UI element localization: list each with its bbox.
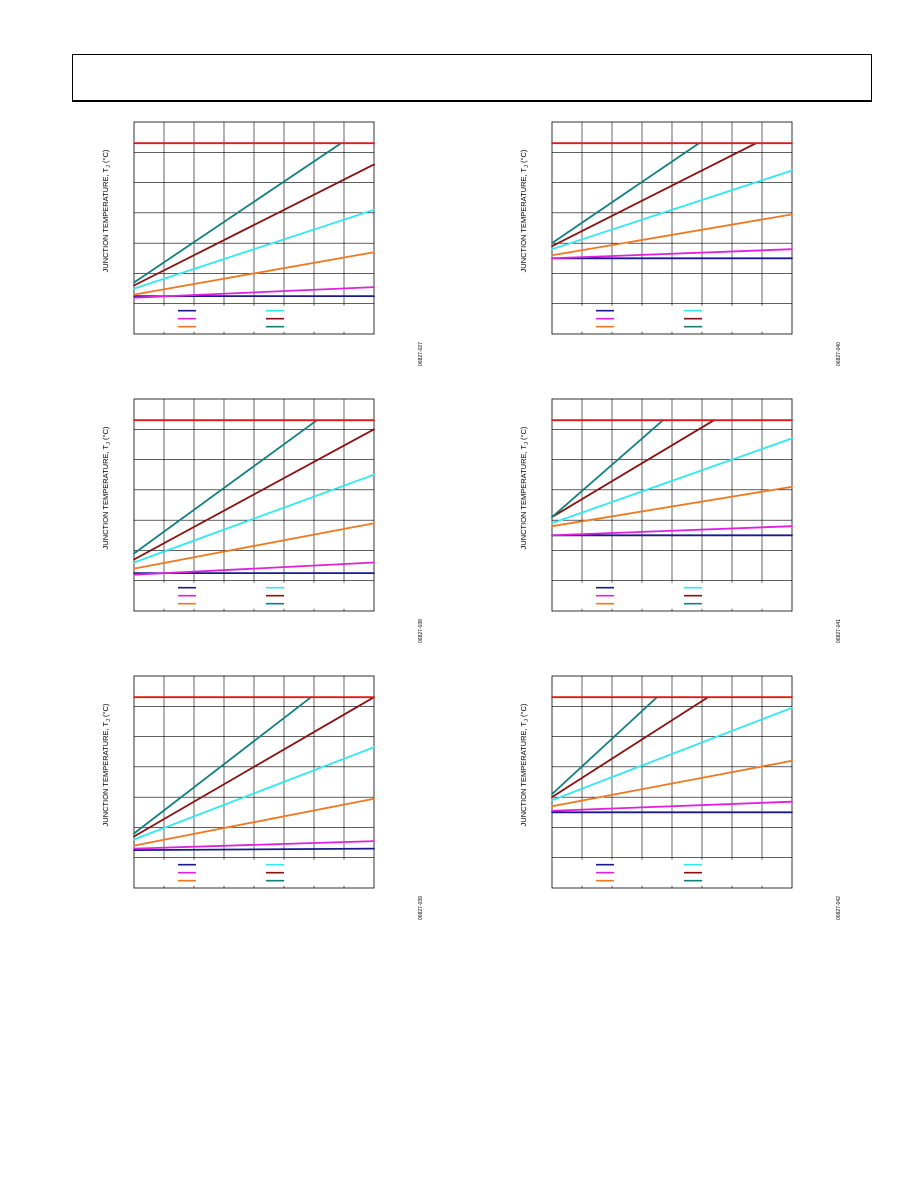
series-line-cyan [133,473,375,564]
series-line-magenta [133,840,375,850]
series-line-navy [133,847,375,851]
y-axis-label: JUNCTION TEMPERATURE, TJ (°C) [101,149,112,272]
series-line-orange [551,213,793,257]
series-line-teal [133,142,342,284]
y-axis-label: JUNCTION TEMPERATURE, TJ (°C) [519,149,530,272]
series-line-orange [551,759,793,808]
figure-id-label: 06827-039 [418,896,424,920]
series-line-teal [133,419,318,555]
series-line-teal [551,142,700,245]
chart-panel-6: JUNCTION TEMPERATURE, TJ (°C) 06827-042 [519,675,842,920]
series-line-maroon [133,163,375,287]
series-line-magenta [551,800,793,812]
series-line-magenta [551,248,793,260]
series-line-maroon [133,696,375,838]
series-line-orange [133,251,375,296]
series-line-teal [551,419,664,518]
figure-id-label: 06827-038 [418,619,424,643]
chart-panel-3: JUNCTION TEMPERATURE, TJ (°C) 06827-038 [101,398,424,643]
page-header-box [72,54,872,102]
series-line-cyan [133,746,375,841]
chart-panel-1: JUNCTION TEMPERATURE, TJ (°C) 06827-027 [101,121,424,366]
series-line-cyan [551,706,793,802]
y-axis-label: JUNCTION TEMPERATURE, TJ (°C) [101,703,112,826]
figure-id-label: 06827-041 [836,619,842,643]
chart-panel-4: JUNCTION TEMPERATURE, TJ (°C) 06827-041 [519,398,842,643]
series-line-magenta [551,525,793,537]
series-line-cyan [551,437,793,525]
chart-panel-5: JUNCTION TEMPERATURE, TJ (°C) 06827-039 [101,675,424,920]
series-line-maroon [551,696,709,798]
series-line-magenta [133,286,375,299]
series-line-magenta [133,561,375,576]
series-line-cyan [551,169,793,251]
series-line-teal [551,696,658,795]
chart-panel-2: JUNCTION TEMPERATURE, TJ (°C) 06827-040 [519,121,842,366]
series-line-orange [133,797,375,847]
figure-id-label: 06827-040 [836,342,842,366]
series-line-maroon [551,419,715,518]
y-axis-label: JUNCTION TEMPERATURE, TJ (°C) [519,426,530,549]
figure-id-label: 06827-042 [836,896,842,920]
series-line-maroon [551,142,757,248]
y-axis-label: JUNCTION TEMPERATURE, TJ (°C) [101,426,112,549]
series-line-cyan [133,208,375,290]
y-axis-label: JUNCTION TEMPERATURE, TJ (°C) [519,703,530,826]
series-line-orange [551,485,793,528]
series-line-maroon [133,428,375,561]
series-line-orange [133,522,375,570]
series-line-teal [133,696,312,835]
figure-id-label: 06827-027 [418,342,424,366]
